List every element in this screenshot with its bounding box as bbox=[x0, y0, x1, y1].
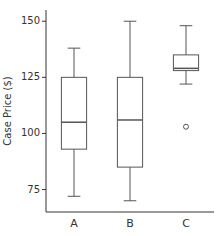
y-axis-line bbox=[46, 10, 47, 212]
chart-container: 75 100 125 150 Case Price ($) A B C bbox=[0, 0, 222, 236]
y-tick-label: 150 bbox=[21, 15, 40, 26]
cap-low bbox=[180, 84, 193, 85]
x-tick-label: C bbox=[182, 217, 190, 230]
x-tick-label: B bbox=[126, 217, 134, 230]
whisker-low bbox=[186, 71, 187, 84]
y-tick bbox=[42, 133, 46, 134]
x-tick-label: A bbox=[70, 217, 78, 230]
median bbox=[173, 68, 198, 70]
y-tick-label: 125 bbox=[21, 71, 40, 82]
whisker-low bbox=[74, 149, 75, 196]
cap-low bbox=[124, 200, 137, 201]
whisker-high bbox=[130, 21, 131, 77]
y-tick bbox=[42, 21, 46, 22]
flier bbox=[184, 124, 189, 129]
whisker-high bbox=[186, 26, 187, 55]
whisker-high bbox=[74, 48, 75, 77]
y-tick-label: 100 bbox=[21, 127, 40, 138]
cap-high bbox=[124, 21, 137, 22]
y-tick bbox=[42, 77, 46, 78]
plot-area bbox=[61, 21, 198, 201]
box bbox=[61, 77, 86, 149]
median bbox=[117, 119, 142, 121]
y-axis-label: Case Price ($) bbox=[2, 76, 13, 145]
x-axis-line bbox=[46, 212, 214, 213]
cap-high bbox=[68, 48, 81, 49]
cap-low bbox=[68, 196, 81, 197]
y-tick bbox=[42, 189, 46, 190]
y-tick-label: 75 bbox=[27, 184, 40, 195]
whisker-low bbox=[130, 167, 131, 201]
box bbox=[117, 77, 142, 167]
median bbox=[61, 121, 86, 123]
cap-high bbox=[180, 25, 193, 26]
chart-svg: 75 100 125 150 Case Price ($) A B C bbox=[0, 0, 222, 236]
box bbox=[173, 55, 198, 71]
